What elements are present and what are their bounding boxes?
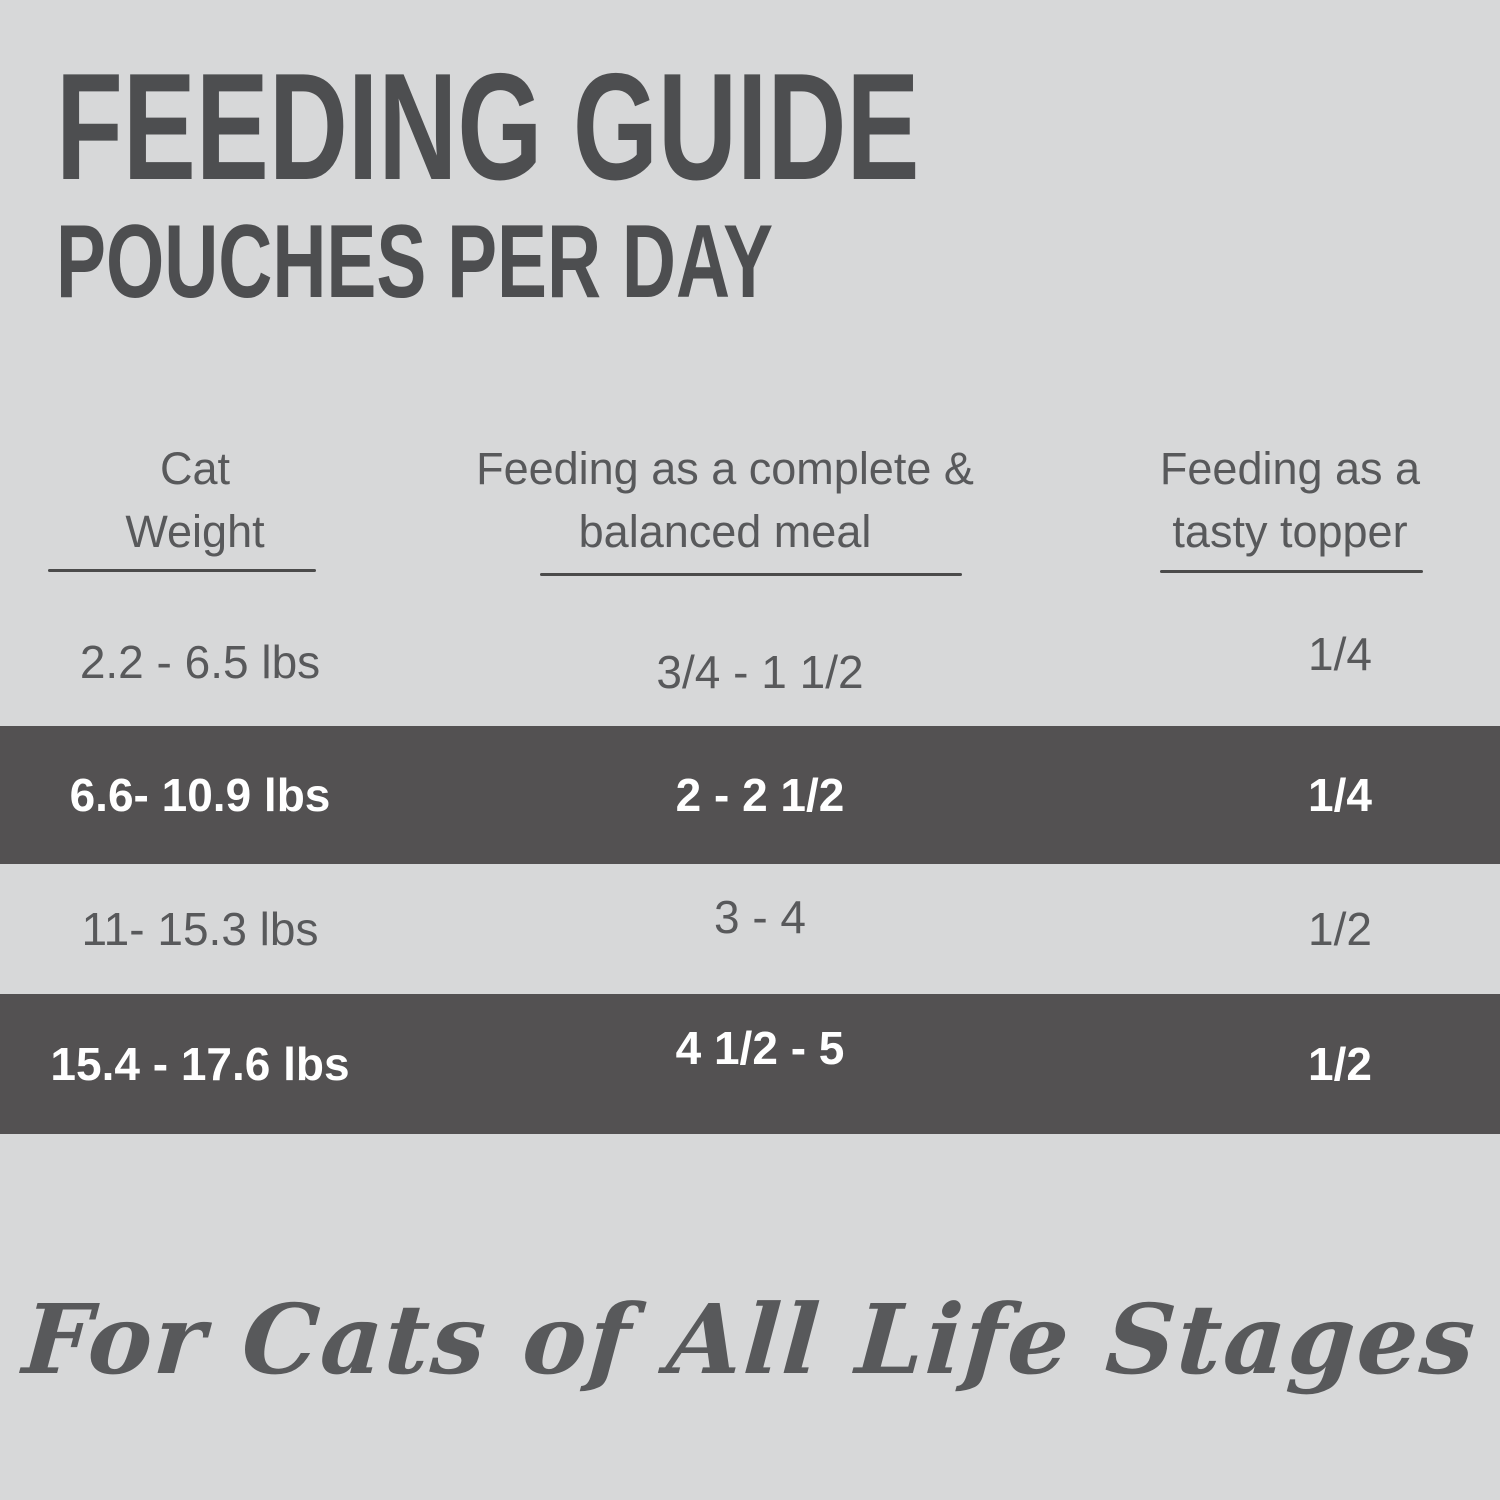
cell-tasty-topper: 1/2 <box>1308 1038 1372 1090</box>
column-header-tasty-topper: Feeding as a tasty topper <box>1130 437 1450 563</box>
cell-tasty-topper: 1/2 <box>1308 903 1372 955</box>
cell-complete-meal: 3/4 - 1 1/2 <box>656 646 864 698</box>
cell-complete-meal: 2 - 2 1/2 <box>675 769 845 821</box>
cell-tasty-topper: 1/4 <box>1308 628 1372 680</box>
table-row-highlighted: 15.4 - 17.6 lbs 4 1/2 - 5 1/2 <box>0 994 1500 1134</box>
table-row: 11- 15.3 lbs 3 - 4 1/2 <box>0 864 1500 994</box>
cell-complete-meal: 3 - 4 <box>713 891 807 943</box>
cell-cat-weight: 2.2 - 6.5 lbs <box>79 636 321 688</box>
tagline-all-life-stages: For Cats of All Life Stages <box>19 1283 1481 1396</box>
column-header-line: Feeding as a <box>1159 443 1421 494</box>
table-row: 2.2 - 6.5 lbs 3/4 - 1 1/2 1/4 <box>0 598 1500 726</box>
column-header-line: Feeding as a complete & <box>476 443 974 494</box>
cell-complete-meal: 4 1/2 - 5 <box>675 1022 845 1074</box>
cell-cat-weight: 6.6- 10.9 lbs <box>69 769 331 821</box>
page-title: FEEDING GUIDE <box>56 42 920 212</box>
column-header-complete-meal: Feeding as a complete & balanced meal <box>445 437 1005 563</box>
header-underline-tasty-topper <box>1160 570 1423 573</box>
column-header-line: Weight <box>125 506 265 557</box>
page-subtitle: POUCHES PER DAY <box>56 204 774 320</box>
column-header-cat-weight: Cat Weight <box>20 437 370 563</box>
header-underline-complete-meal <box>540 573 962 576</box>
column-header-line: Cat <box>159 443 231 494</box>
cell-cat-weight: 15.4 - 17.6 lbs <box>50 1038 350 1090</box>
cell-tasty-topper: 1/4 <box>1308 769 1372 821</box>
header-underline-cat-weight <box>48 569 316 572</box>
cell-cat-weight: 11- 15.3 lbs <box>81 903 319 955</box>
column-header-line: tasty topper <box>1172 506 1408 557</box>
column-header-line: balanced meal <box>578 506 872 557</box>
table-row-highlighted: 6.6- 10.9 lbs 2 - 2 1/2 1/4 <box>0 726 1500 864</box>
